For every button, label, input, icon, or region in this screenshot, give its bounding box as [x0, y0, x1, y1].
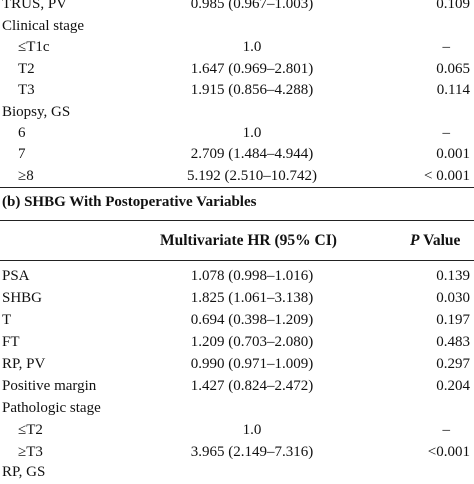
- hazard-ratio-cell: 1.427 (0.824–2.472): [190, 378, 314, 394]
- header-bottom-rule: [0, 260, 474, 261]
- row-label: Pathologic stage: [2, 400, 101, 416]
- hazard-ratio-cell: 1.0: [242, 422, 262, 438]
- p-value-cell: < 0.001: [424, 168, 470, 184]
- hazard-ratio-cell: 3.965 (2.149–7.316): [190, 444, 314, 460]
- table-row: PSA 1.078 (0.998–1.016) 0.139: [0, 264, 474, 288]
- row-label: ≤T2: [18, 422, 43, 438]
- table-row: RP, PV 0.990 (0.971–1.009) 0.297: [0, 352, 474, 376]
- table-row: TRUS, PV 0.985 (0.967–1.003) 0.109: [0, 0, 474, 16]
- p-value-cell: –: [442, 422, 451, 438]
- p-header-rest: Value: [419, 232, 461, 249]
- p-value-cell: 0.204: [436, 378, 470, 394]
- row-label: T: [2, 312, 12, 328]
- table-row: ≥8 5.192 (2.510–10.742) < 0.001: [0, 164, 474, 188]
- p-value-cell: 0.139: [436, 268, 470, 284]
- p-value-cell: 0.001: [436, 146, 470, 162]
- p-value-cell: 0.065: [436, 61, 470, 77]
- hazard-ratio-cell: 1.0: [242, 39, 262, 55]
- p-symbol: P: [410, 232, 420, 249]
- hazard-ratio-cell: 1.209 (0.703–2.080): [190, 334, 314, 350]
- row-label: TRUS, PV: [2, 0, 68, 12]
- table-row: T 0.694 (0.398–1.209) 0.197: [0, 308, 474, 332]
- header-top-rule: [0, 220, 474, 221]
- hazard-ratio-cell: 1.078 (0.998–1.016): [190, 268, 314, 284]
- row-label: Biopsy, GS: [2, 104, 71, 120]
- row-label: 7: [18, 146, 26, 162]
- table-row: T2 1.647 (0.969–2.801) 0.065: [0, 57, 474, 81]
- table-row: ≤T2 1.0 –: [0, 418, 474, 442]
- table-row: T3 1.915 (0.856–4.288) 0.114: [0, 78, 474, 102]
- hazard-ratio-cell: 0.990 (0.971–1.009): [190, 356, 314, 372]
- row-label: RP, GS: [2, 464, 46, 480]
- table-row: FT 1.209 (0.703–2.080) 0.483: [0, 330, 474, 354]
- hazard-ratio-cell: 0.694 (0.398–1.209): [190, 312, 314, 328]
- row-label: RP, PV: [2, 356, 46, 372]
- row-label: T3: [18, 82, 35, 98]
- table-row: ≥T3 3.965 (2.149–7.316) <0.001: [0, 440, 474, 464]
- row-label: ≤T1c: [18, 39, 50, 55]
- p-value-cell: 0.030: [436, 290, 470, 306]
- table-row: 7 2.709 (1.484–4.944) 0.001: [0, 142, 474, 166]
- row-label: FT: [2, 334, 20, 350]
- table-row: Positive margin 1.427 (0.824–2.472) 0.20…: [0, 374, 474, 398]
- column-header-hazard-ratio: Multivariate HR (95% CI): [160, 232, 337, 249]
- table-row: Biopsy, GS: [0, 100, 474, 124]
- table-row: ≤T1c 1.0 –: [0, 35, 474, 59]
- hazard-ratio-cell: 1.0: [242, 125, 262, 141]
- table-row: Clinical stage: [0, 14, 474, 38]
- p-value-cell: –: [442, 125, 451, 141]
- row-label: PSA: [2, 268, 30, 284]
- p-value-cell: –: [442, 39, 451, 55]
- hazard-ratio-cell: 1.647 (0.969–2.801): [190, 61, 314, 77]
- column-header-p-value: P Value: [410, 228, 460, 254]
- table-row: RP, GS: [0, 460, 474, 484]
- row-label: Positive margin: [2, 378, 97, 394]
- row-label: Clinical stage: [2, 18, 85, 34]
- table-divider: [0, 187, 474, 188]
- section-title: (b) SHBG With Postoperative Variables: [2, 194, 257, 210]
- hazard-ratio-cell: 1.825 (1.061–3.138): [190, 290, 314, 306]
- table-row: SHBG 1.825 (1.061–3.138) 0.030: [0, 286, 474, 310]
- p-value-cell: 0.197: [436, 312, 470, 328]
- p-value-cell: <0.001: [427, 444, 470, 460]
- row-label: T2: [18, 61, 35, 77]
- row-label: ≥8: [18, 168, 34, 184]
- p-value-cell: 0.297: [436, 356, 470, 372]
- hazard-ratio-cell: 5.192 (2.510–10.742): [187, 168, 317, 184]
- p-value-cell: 0.483: [436, 334, 470, 350]
- row-label: 6: [18, 125, 26, 141]
- row-label: SHBG: [2, 290, 43, 306]
- p-value-cell: 0.114: [436, 82, 470, 98]
- hazard-ratio-cell: 0.985 (0.967–1.003): [190, 0, 314, 12]
- table-row: 6 1.0 –: [0, 121, 474, 145]
- hazard-ratio-cell: 2.709 (1.484–4.944): [190, 146, 314, 162]
- p-value-cell: 0.109: [436, 0, 470, 12]
- hazard-ratio-cell: 1.915 (0.856–4.288): [190, 82, 314, 98]
- table-row: Pathologic stage: [0, 396, 474, 420]
- row-label: ≥T3: [18, 444, 43, 460]
